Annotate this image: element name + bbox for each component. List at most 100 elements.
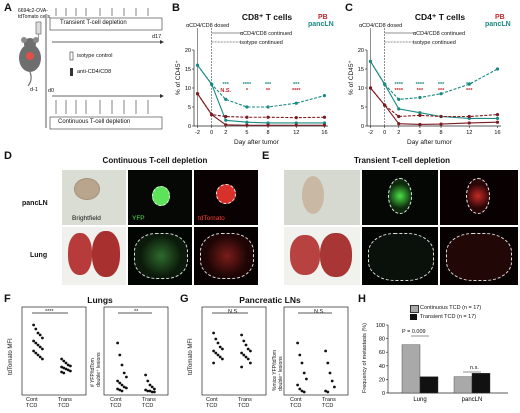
cd4-point [397,114,401,119]
scatter-point [34,351,38,355]
panel-label-d: D [4,150,12,162]
scatter-point [41,347,44,351]
f-x-cont-b: Cont [110,397,122,403]
cd8-chart-title: CD8⁺ T cells [241,12,293,22]
g-x-cont-b: Cont [290,397,302,403]
cd4-point [467,114,471,119]
cd8-point [294,123,298,127]
cd4-dosed-label: αCD4/CD8 dosed [359,23,403,29]
cd4-point [439,122,443,126]
h-bar-lung-continuous [401,344,421,394]
scatter-point [150,385,154,389]
brightfield-label: Brightfield [72,215,101,222]
cd8-point [266,123,270,127]
scatter-point [122,385,126,389]
h-p-value: P = 0.009 [402,329,426,335]
cd4-ytick-label: 0 [361,124,364,130]
panel-b-cd8-chart: CD8⁺ T cells PB pancLN αCD4/CD8 dosed αC… [172,0,344,150]
cd8-point [195,92,200,96]
g-scatter-plots [201,306,349,396]
cd4-legend-pb: PB [495,14,505,21]
legend-continuous: Continuous TCD (n = 17) [420,305,482,311]
cd8-point [266,115,270,119]
scatter-point [218,345,222,349]
h-ytick-label: 40 [379,364,385,370]
f-scatter-plots [21,306,169,396]
panel-g-pancreatic-ln-scatter: Pancreatic LNs tdTomato MFI %mice YFP/td… [180,293,358,413]
cd4-xtick-label: 8 [440,130,443,136]
cd4-point [439,92,443,96]
cd4-point [495,113,500,117]
row-label-panclN: pancLN [22,200,48,207]
legend-swatch-transient [410,314,417,320]
cd4-significance-mark: **** [394,82,403,88]
cd8-series-line-pancln-isotype [197,64,325,108]
legend-swatch-continuous [410,305,419,313]
scatter-point [38,355,42,359]
scatter-point [324,389,327,393]
cd4-point [368,59,373,64]
cd4-ytick-label: 5 [361,105,364,111]
cd4-significance-mark: *** [466,88,473,94]
scatter-point [120,363,124,367]
panel-label-h: H [358,293,366,305]
cd4-point [467,82,471,86]
scatter-point [214,351,218,355]
continuous-depletion-title: Continuous T-cell depletion [102,156,208,165]
scatter-point [148,383,152,387]
f-x-tcd2: TCD [58,403,70,409]
cd8-point [294,121,298,125]
scatter-point [41,336,44,340]
panel-label-b: B [172,2,180,14]
scatter-point [118,353,122,357]
scatter-point [296,341,299,345]
panel-label-c: C [345,2,353,14]
scatter-point [305,377,308,381]
f-x-tcd1: TCD [26,403,38,409]
continuous-depletion-label: Continuous T-cell depletion [58,119,131,125]
scatter-point [326,390,330,394]
f-x-trans: Trans [58,397,72,403]
e-lung-yfp-image [362,227,438,285]
scatter-point [300,361,304,365]
g-x-trans: Trans [238,397,252,403]
panel-label-g: G [180,293,189,305]
panel-a-schematic: 6694c2-OVA- tdTomato cells [0,0,170,150]
cd8-xtick-label: 5 [245,130,248,136]
h-ytick-label: 0 [382,391,385,397]
row-label-lung: Lung [30,252,48,259]
h-ytick-label: 60 [379,350,385,356]
scatter-point [66,368,70,372]
cd8-ytick-label: 15 [185,67,191,73]
scatter-point [153,390,156,394]
cd4-point [418,111,422,115]
scatter-point [41,357,44,361]
scatter-point [300,389,304,393]
scatter-point [216,341,220,345]
scatter-point [60,357,63,361]
g-x-tcd1-b: TCD [290,403,302,409]
scatter-point [144,388,148,392]
cd8-significance-mark: N.S. [220,88,231,94]
d-lung-brightfield-image [62,227,126,285]
cd8-dosed-label: αCD4/CD8 dosed [186,23,230,29]
cd8-point [322,123,327,127]
cd8-point [245,105,249,109]
d-lung-yfp-image [128,227,192,285]
scatter-point [242,353,246,357]
e-lung-brightfield-image [284,227,360,285]
cd8-significance-mark: * [246,88,249,94]
cd8-series-line-pb-depleted [197,93,325,126]
cd4-ytick-label: 20 [358,48,364,54]
scatter-point [324,349,327,353]
scatter-point [36,331,40,335]
h-ytick-label: 80 [379,337,385,343]
scatter-point [244,355,248,359]
cd4-xtick-label: 2 [397,130,400,136]
cd8-isotype-label: isotype continued [240,40,283,46]
pancreatic-ln-title: Pancreatic LNs [239,295,301,305]
scatter-point [216,353,220,357]
cd4-point [383,103,387,107]
scatter-point [34,327,38,331]
